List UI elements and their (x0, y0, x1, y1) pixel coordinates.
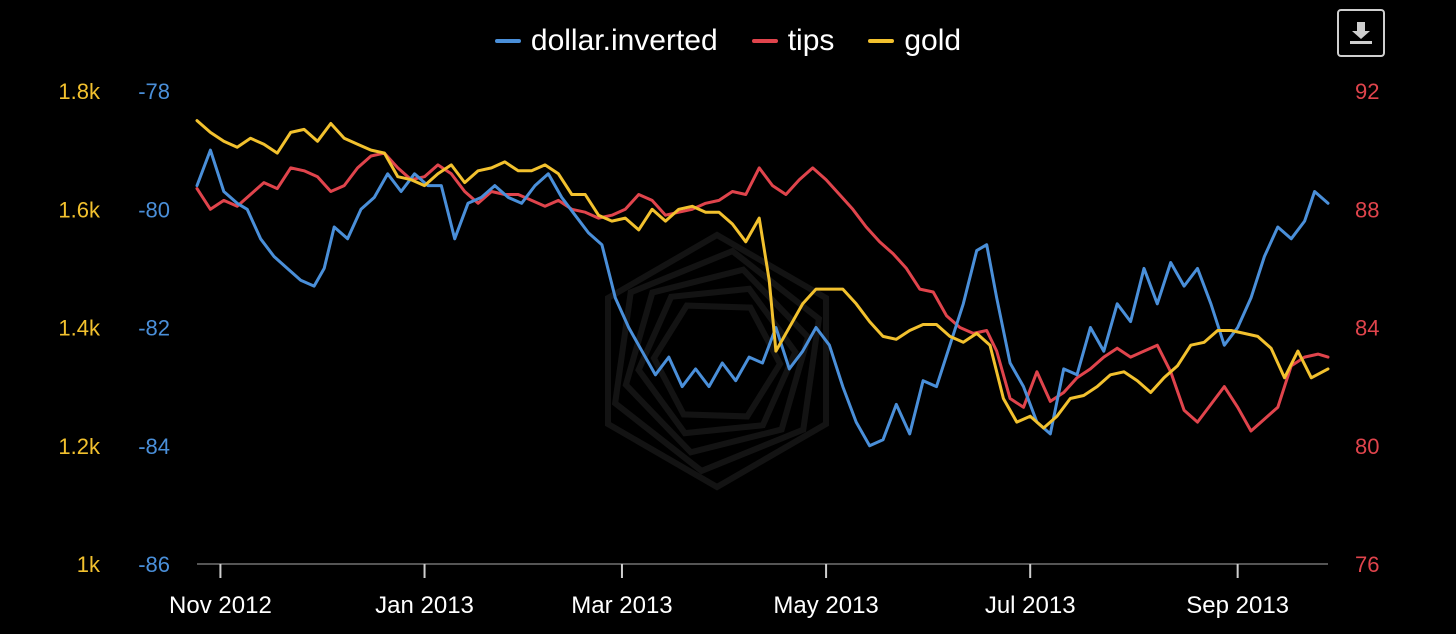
legend-item-tips[interactable]: tips (751, 24, 835, 58)
download-icon (1350, 22, 1372, 44)
y-tick-label-tips: 76 (1355, 552, 1379, 577)
series-line-dollar (195, 148, 1330, 448)
legend-swatch-gold (868, 39, 895, 43)
y-tick-label-tips: 84 (1355, 316, 1379, 341)
series-lines (195, 119, 1330, 448)
y-tick-label-dollar: -82 (138, 316, 170, 341)
y-tick-label-gold: 1.6k (58, 197, 101, 222)
y-tick-label-tips: 88 (1355, 197, 1379, 222)
watermark-logo (605, 231, 829, 491)
x-tick-label: Jan 2013 (375, 592, 474, 619)
y-tick-label-gold: 1.2k (58, 434, 101, 459)
y-tick-label-gold: 1.4k (58, 316, 101, 341)
legend-label-dollar: dollar.inverted (530, 24, 718, 57)
y-tick-label-gold: 1.8k (58, 79, 101, 104)
legend-label-tips: tips (787, 24, 835, 57)
legend: dollar.inverted tips gold (0, 24, 1456, 58)
download-button[interactable] (1337, 9, 1385, 57)
x-tick-label: Jul 2013 (985, 592, 1076, 619)
legend-swatch-tips (751, 39, 778, 43)
x-tick-label: May 2013 (773, 592, 878, 619)
legend-item-dollar[interactable]: dollar.inverted (494, 24, 718, 58)
x-tick-label: Mar 2013 (571, 592, 672, 619)
y-tick-label-tips: 80 (1355, 434, 1379, 459)
legend-swatch-dollar (494, 39, 521, 43)
series-line-gold (195, 119, 1330, 430)
y-tick-label-dollar: -86 (138, 552, 170, 577)
x-tick-label: Sep 2013 (1186, 592, 1289, 619)
y-axis-ticks: 1k 1.2k 1.4k 1.6k 1.8k -86 -84 -82 -80 -78 76 80 84 8… (58, 79, 1379, 577)
legend-label-gold: gold (904, 24, 962, 57)
y-tick-label-tips: 92 (1355, 79, 1379, 104)
y-tick-label-gold: 1k (77, 552, 101, 577)
legend-item-gold[interactable]: gold (868, 24, 961, 58)
y-tick-label-dollar: -84 (138, 434, 170, 459)
y-tick-label-dollar: -80 (138, 197, 170, 222)
x-tick-label: Nov 2012 (169, 592, 272, 619)
y-tick-label-dollar: -78 (138, 79, 170, 104)
x-axis-ticks: Nov 2012 Jan 2013 Mar 2013 May 2013 Jul 2013… (169, 564, 1289, 619)
